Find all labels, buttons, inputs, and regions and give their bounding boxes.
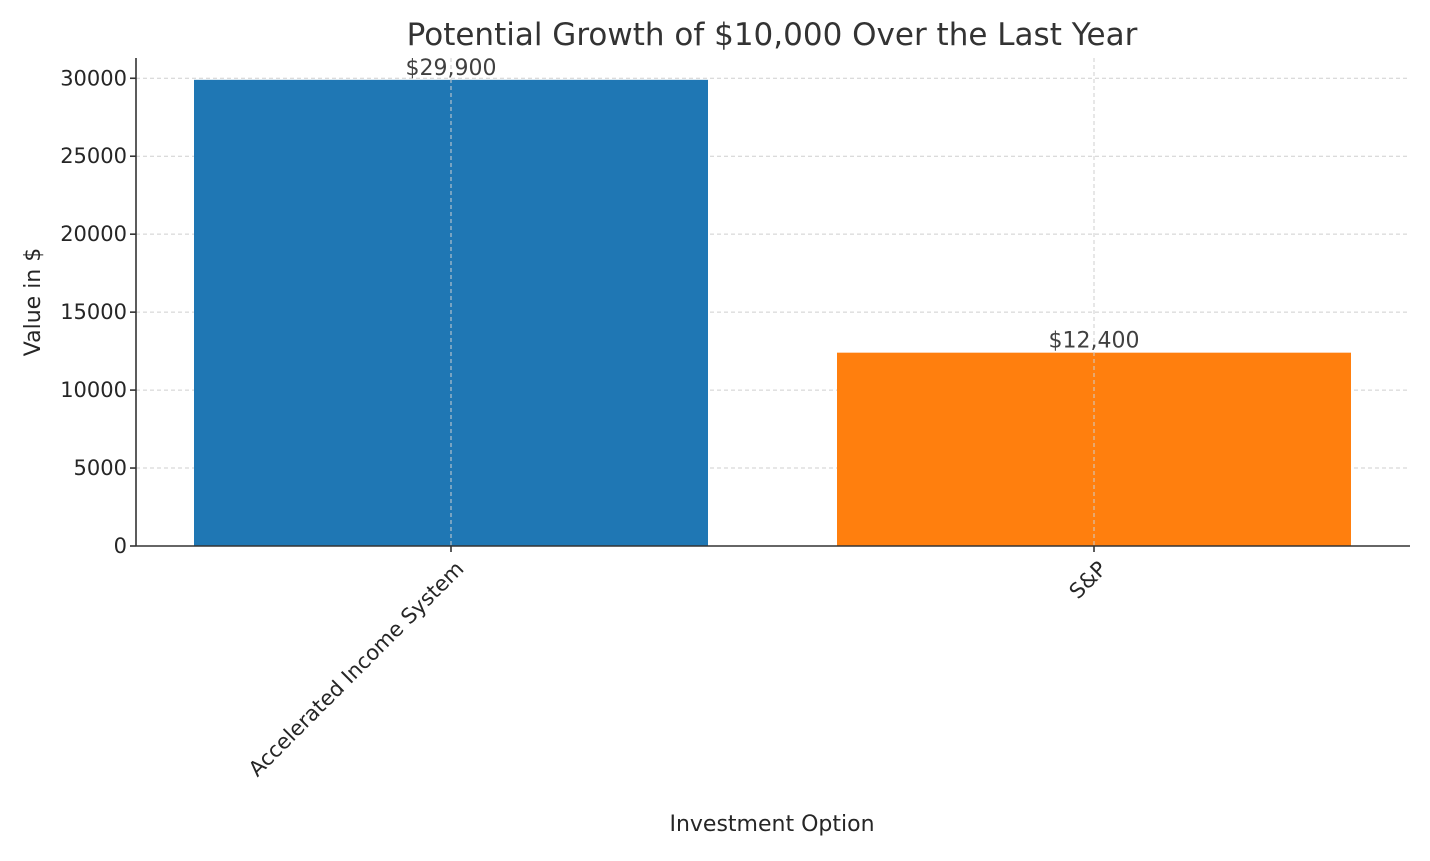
bars xyxy=(194,79,1351,546)
y-tick-label: 15000 xyxy=(60,300,127,324)
vertical-grid xyxy=(450,58,1095,546)
y-tick-label: 10000 xyxy=(60,378,127,402)
bar-value-label: $29,900 xyxy=(406,56,497,81)
y-tick-label: 30000 xyxy=(60,66,127,90)
y-tick-label: 20000 xyxy=(60,222,127,246)
data-labels: $29,900 $12,400 xyxy=(406,56,1140,354)
x-axis-label: Investment Option xyxy=(669,812,874,837)
bar-value-label: $12,400 xyxy=(1049,329,1140,354)
x-tick-label: S&P xyxy=(1065,557,1112,604)
y-axis-label: Value in $ xyxy=(21,248,46,356)
y-tick-label: 25000 xyxy=(60,144,127,168)
y-tick-label: 0 xyxy=(114,534,127,558)
y-tick-label: 5000 xyxy=(74,456,127,480)
chart-title: Potential Growth of $10,000 Over the Las… xyxy=(407,17,1138,53)
x-tick-label: Accelerated Income System xyxy=(244,557,469,782)
